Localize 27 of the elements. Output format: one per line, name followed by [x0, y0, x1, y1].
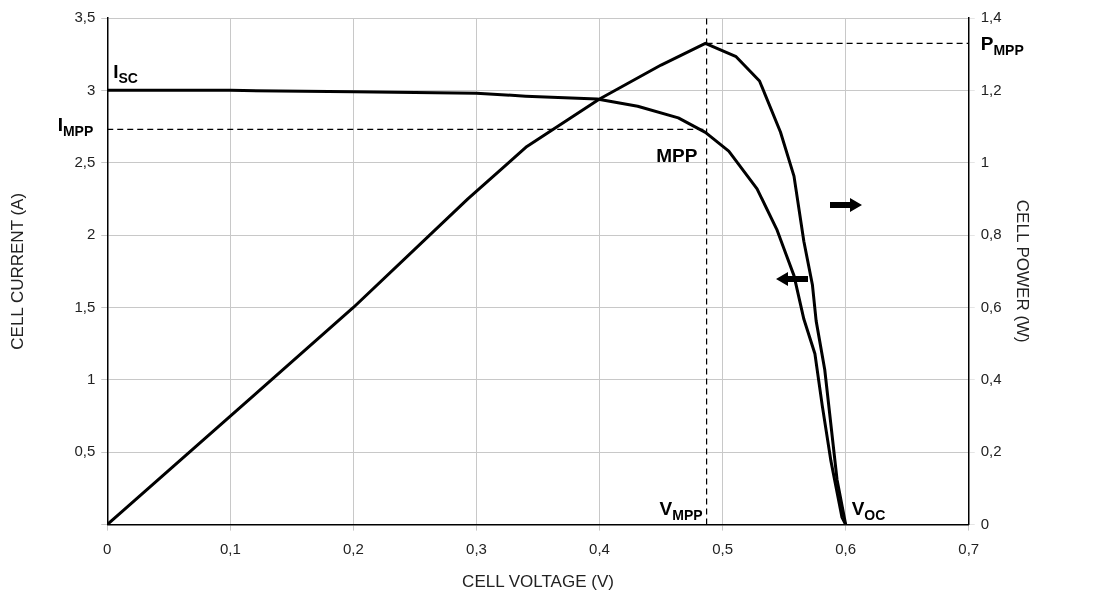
y2-tick-label: 0,8 — [980, 225, 1002, 243]
y2-tick-label: 1,2 — [980, 80, 1002, 98]
y-tick-label: 1 — [86, 370, 96, 387]
x-axis-title: CELL VOLTAGE (V) — [462, 572, 614, 592]
annotation: MPP — [656, 145, 698, 167]
x-tick-label: 0,5 — [712, 539, 734, 557]
y-tick-label: 1,5 — [74, 297, 96, 315]
y2-tick-label: 0,2 — [980, 442, 1002, 460]
y-tick-label: 0,5 — [74, 442, 96, 460]
y2-tick-label: 0,6 — [980, 297, 1002, 315]
x-tick-label: 0,3 — [466, 539, 487, 557]
x-tick-label: 0 — [103, 539, 112, 557]
x-tick-label: 0,2 — [342, 539, 364, 557]
x-tick-label: 0,1 — [219, 539, 241, 557]
y2-tick-label: 0 — [980, 514, 990, 532]
y-tick-label: 2,5 — [74, 152, 96, 170]
y2-tick-label: 1 — [980, 152, 990, 170]
y2-axis-title: CELL POWER (W) — [1013, 199, 1033, 343]
x-tick-label: 0,7 — [958, 539, 980, 557]
y-axis-title: CELL CURRENT (A) — [7, 192, 27, 350]
y2-tick-label: 1,4 — [980, 8, 1002, 26]
y2-tick-label: 0,4 — [980, 370, 1002, 387]
y-tick-label: 3 — [86, 80, 96, 98]
x-tick-label: 0,4 — [589, 539, 610, 557]
x-tick-label: 0,6 — [835, 539, 857, 557]
y-tick-label: 2 — [86, 225, 96, 243]
y-tick-label: 3,5 — [74, 8, 96, 26]
